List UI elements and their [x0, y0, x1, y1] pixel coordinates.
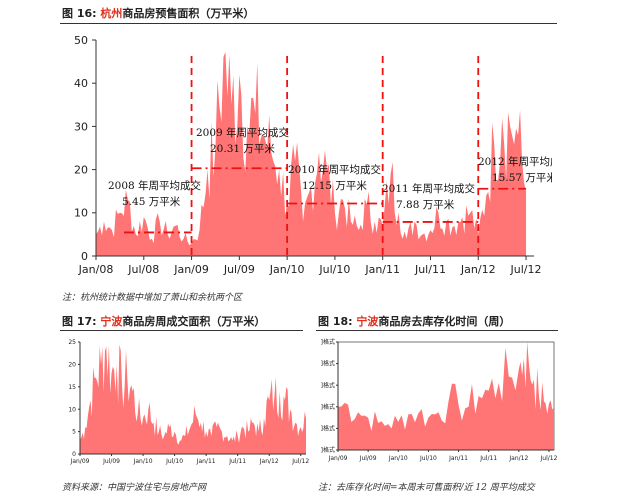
fig18-x-tick-label: Jul/09: [359, 455, 377, 462]
fig18-series-area: [338, 342, 554, 450]
fig16-avg-label-2010: 2010 年周平均成交: [288, 163, 382, 176]
fig17-title-rule: [60, 330, 303, 331]
fig17-y-tick-label: 25: [68, 339, 76, 346]
fig16-title: 图 16: 杭州商品房预售面积（万平米）: [62, 5, 254, 21]
fig17-x-tick-label: Jul/11: [228, 458, 246, 465]
fig16-avg-label-2012: 2012 年周平均成交: [478, 155, 552, 168]
fig16-avg-value-2008: 5.45 万平米: [122, 195, 181, 208]
fig17-series-area: [80, 344, 306, 454]
fig18-x-tick-label: Jan/11: [448, 455, 468, 462]
fig17-y-tick-label: 15: [68, 384, 76, 391]
fig16-y-tick-label: 30: [74, 120, 88, 133]
fig16-x-tick-label: Jan/08: [78, 263, 114, 276]
fig16-avg-label-2011: 2011 年周平均成交: [382, 182, 476, 195]
fig17-y-tick-label: 0: [72, 451, 76, 458]
fig17-x-tick-label: Jul/10: [165, 458, 183, 465]
fig16-x-tick-label: Jan/10: [269, 263, 305, 276]
fig18-x-tick-label: Jan/10: [388, 455, 408, 462]
fig17-title-rest: 商品房周成交面积（万平米）: [122, 315, 266, 328]
fig18-x-tick-label: Jul/12: [540, 455, 558, 462]
fig16-y-tick-label: 0: [81, 250, 88, 263]
fig17-y-tick-label: 20: [68, 362, 76, 369]
fig18-y-tick-label: ]格式: [321, 338, 335, 346]
fig18-label: 图 18:: [318, 315, 353, 328]
fig16-label: 图 16:: [62, 7, 97, 20]
fig17-note: 资料来源：中国宁波住宅与房地产网: [62, 483, 207, 493]
fig16-y-tick-label: 20: [74, 163, 88, 176]
fig16-avg-value-2012: 15.57 万平米: [492, 171, 552, 184]
fig16-avg-value-2009: 20.31 万平米: [210, 142, 275, 155]
fig18-title: 图 18: 宁波商品房去库存化时间（周）: [318, 313, 510, 329]
fig16-y-tick-label: 10: [74, 207, 88, 220]
fig18-y-tick-label: ]格式: [321, 403, 335, 411]
fig18-y-tick-label: ]格式: [321, 381, 335, 389]
fig16-avg-value-2011: 7.88 万平米: [396, 198, 455, 211]
fig17-city: 宁波: [100, 315, 123, 328]
fig16-y-tick-label: 40: [74, 77, 88, 90]
fig17-y-tick-label: 10: [68, 406, 76, 413]
fig18-y-tick-label: ]格式: [321, 446, 335, 454]
fig16-x-tick-label: Jul/12: [510, 263, 542, 276]
fig16-x-tick-label: Jan/12: [460, 263, 496, 276]
fig18-city: 宁波: [356, 315, 379, 328]
fig18-x-tick-label: Jul/10: [419, 455, 437, 462]
fig18-y-tick-label: ]格式: [321, 425, 335, 433]
fig17-label: 图 17:: [62, 315, 97, 328]
fig17-x-tick-label: Jan/12: [259, 458, 279, 465]
fig17-x-tick-label: Jan/10: [133, 458, 153, 465]
fig16-x-tick-label: Jul/09: [223, 263, 255, 276]
fig17-x-tick-label: Jan/11: [196, 458, 216, 465]
fig16-avg-value-2010: 12.15 万平米: [302, 179, 367, 192]
fig16-x-tick-label: Jan/11: [364, 263, 400, 276]
fig16-x-tick-label: Jan/09: [173, 263, 209, 276]
fig16-x-tick-label: Jul/11: [414, 263, 446, 276]
fig16-chart: 0 10 20 30 40 50 Jan/08 Jul/08 Jan/09 Jul/09 Jan/1…: [74, 34, 552, 276]
fig16-y-tick-label: 50: [74, 34, 88, 47]
fig16-title-rest: 商品房预售面积（万平米）: [122, 7, 255, 20]
fig16-note: 注：杭州统计数据中增加了萧山和余杭两个区: [62, 293, 243, 303]
fig18-title-rest: 商品房去库存化时间（周）: [378, 315, 511, 328]
fig17-title: 图 17: 宁波商品房周成交面积（万平米）: [62, 313, 265, 329]
fig16-x-tick-label: Jul/10: [318, 263, 350, 276]
fig18-x-tick-label: Jan/12: [508, 455, 528, 462]
fig16-avg-label-2009: 2009 年周平均成交: [196, 126, 290, 139]
fig17-chart: 0 5 10 15 20 25 Jan/09 Jul/09 Jan/10 Jul/10 Jan/11…: [68, 339, 309, 465]
fig18-note: 注：去库存化时间=本周末可售面积/近 12 周平均成交: [318, 483, 535, 493]
fig18-x-tick-label: Jan/09: [328, 455, 348, 462]
fig18-y-tick-label: ]格式: [321, 360, 335, 368]
fig16-x-tick-label: Jul/08: [127, 263, 159, 276]
fig18-title-rule: [316, 330, 558, 331]
fig17-x-tick-label: Jan/09: [70, 458, 90, 465]
fig16-series-area: [96, 51, 527, 256]
fig16-title-rule: [60, 23, 557, 24]
fig17-y-tick-label: 5: [72, 429, 76, 436]
fig16-avg-label-2008: 2008 年周平均成交: [108, 179, 202, 192]
fig16-city: 杭州: [100, 7, 123, 20]
fig17-x-tick-label: Jul/09: [102, 458, 120, 465]
fig17-x-tick-label: Jul/12: [291, 458, 309, 465]
fig18-x-tick-label: Jul/11: [479, 455, 497, 462]
